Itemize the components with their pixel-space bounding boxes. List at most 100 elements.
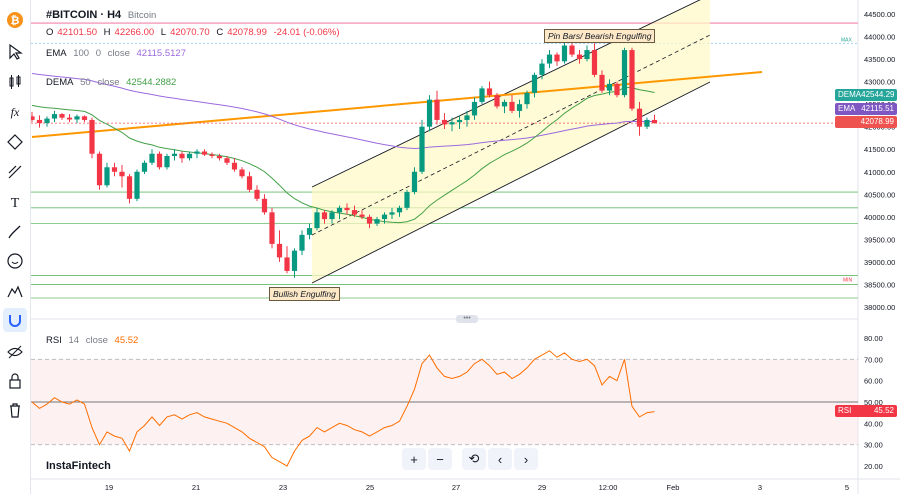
candle-body[interactable] <box>471 101 478 116</box>
candle-body[interactable] <box>89 119 95 154</box>
pane-resize-handle[interactable]: ••• <box>456 315 478 323</box>
candle-body[interactable] <box>201 151 208 155</box>
candle-body[interactable] <box>441 119 448 125</box>
candle-body[interactable] <box>36 119 43 124</box>
candle-body[interactable] <box>554 54 560 62</box>
rsi-legend[interactable]: RSI 14 close 45.52 <box>46 335 142 346</box>
symbol-name[interactable]: #BITCOIN · H4 <box>46 9 122 21</box>
candle-body[interactable] <box>584 50 590 60</box>
zoom-out-button[interactable]: − <box>428 448 452 470</box>
dema-legend[interactable]: DEMA 50 close 42544.2882 <box>46 77 180 88</box>
candle-body[interactable] <box>246 176 253 190</box>
zoom-in-button[interactable]: + <box>402 448 426 470</box>
candle-body[interactable] <box>621 50 628 96</box>
candle-body[interactable] <box>59 114 65 118</box>
candle-body[interactable] <box>509 101 515 111</box>
candle-body[interactable] <box>134 171 140 199</box>
ema-legend[interactable]: EMA 100 0 close 42115.5127 <box>46 48 190 59</box>
candle-body[interactable] <box>366 216 373 224</box>
candle-body[interactable] <box>539 63 545 75</box>
candle-body[interactable] <box>561 45 568 62</box>
candle-body[interactable] <box>644 119 650 127</box>
candles-tool-button[interactable] <box>3 70 27 94</box>
candle-body[interactable] <box>486 88 493 96</box>
channel-median-line[interactable] <box>311 34 711 236</box>
candle-body[interactable] <box>119 171 125 177</box>
candle-body[interactable] <box>284 257 290 271</box>
candle-body[interactable] <box>614 83 620 96</box>
candle-body[interactable] <box>494 95 500 107</box>
emoji-tool-button[interactable] <box>3 249 27 273</box>
candle-body[interactable] <box>636 108 643 127</box>
lock-tool-button[interactable] <box>3 369 27 393</box>
candle-body[interactable] <box>186 153 193 159</box>
annotation-bullish-engulfing[interactable]: Bullish Engulfing <box>269 287 340 301</box>
candle-body[interactable] <box>171 153 178 156</box>
candle-body[interactable] <box>299 234 305 251</box>
candle-body[interactable] <box>164 155 170 168</box>
candle-body[interactable] <box>209 154 215 156</box>
candle-body[interactable] <box>351 210 358 215</box>
rsi-line[interactable] <box>31 350 655 467</box>
candle-body[interactable] <box>104 167 110 186</box>
candle-body[interactable] <box>456 119 463 123</box>
candle-body[interactable] <box>254 189 260 199</box>
candle-body[interactable] <box>651 119 658 124</box>
candle-body[interactable] <box>269 212 275 244</box>
candle-body[interactable] <box>261 198 268 213</box>
candle-body[interactable] <box>479 88 485 102</box>
candle-body[interactable] <box>96 153 103 186</box>
cursor-tool-button[interactable] <box>3 40 27 64</box>
brush-tool-button[interactable] <box>3 220 27 244</box>
candle-body[interactable] <box>31 116 35 120</box>
dema-50-line[interactable] <box>31 86 655 224</box>
candle-body[interactable] <box>149 153 155 163</box>
candle-body[interactable] <box>66 117 73 120</box>
candle-body[interactable] <box>44 118 50 124</box>
candle-body[interactable] <box>179 153 185 159</box>
candle-body[interactable] <box>239 169 245 177</box>
candle-body[interactable] <box>111 167 118 172</box>
price-chart[interactable]: MAX MIN 44500.00 44000.00 43500.00 43000.00 42… <box>31 0 900 494</box>
trash-tool-button[interactable] <box>3 398 27 422</box>
measure-tool-button[interactable] <box>3 279 27 303</box>
candle-body[interactable] <box>524 92 530 105</box>
candle-body[interactable] <box>216 155 223 159</box>
candle-body[interactable] <box>374 219 380 224</box>
candle-body[interactable] <box>314 212 320 229</box>
candle-body[interactable] <box>531 74 538 93</box>
bitcoin-tool-button[interactable]: ₿ <box>3 8 27 32</box>
reset-chart-button[interactable]: ⟲ <box>462 448 486 470</box>
candle-body[interactable] <box>141 162 148 172</box>
candle-body[interactable] <box>606 83 613 91</box>
candle-body[interactable] <box>629 50 635 109</box>
crosshair-tool-button[interactable] <box>3 130 27 154</box>
candle-body[interactable] <box>516 104 523 111</box>
candle-body[interactable] <box>464 115 470 120</box>
candle-body[interactable] <box>329 212 335 220</box>
eye-off-tool-button[interactable] <box>3 340 27 364</box>
candle-body[interactable] <box>501 101 508 107</box>
candle-body[interactable] <box>599 74 605 91</box>
text-tool-button[interactable]: T <box>3 190 27 214</box>
candle-body[interactable] <box>404 192 410 208</box>
scroll-back-button[interactable]: ‹ <box>488 448 512 470</box>
candle-body[interactable] <box>389 212 395 215</box>
candle-body[interactable] <box>569 45 575 55</box>
candle-body[interactable] <box>434 99 440 120</box>
candle-body[interactable] <box>224 158 230 163</box>
channel-upper-line[interactable] <box>311 0 710 188</box>
trendline-tool-button[interactable] <box>3 160 27 184</box>
candle-body[interactable] <box>194 151 200 154</box>
candle-body[interactable] <box>426 99 433 127</box>
scroll-forward-button[interactable]: › <box>514 448 538 470</box>
magnet-tool-button[interactable] <box>3 308 27 332</box>
candle-body[interactable] <box>396 207 403 213</box>
candle-body[interactable] <box>419 126 425 172</box>
candle-body[interactable] <box>321 212 328 220</box>
candle-body[interactable] <box>449 122 455 125</box>
candle-body[interactable] <box>276 243 283 258</box>
candle-body[interactable] <box>291 250 298 271</box>
candle-body[interactable] <box>306 228 313 235</box>
candle-body[interactable] <box>344 207 350 211</box>
